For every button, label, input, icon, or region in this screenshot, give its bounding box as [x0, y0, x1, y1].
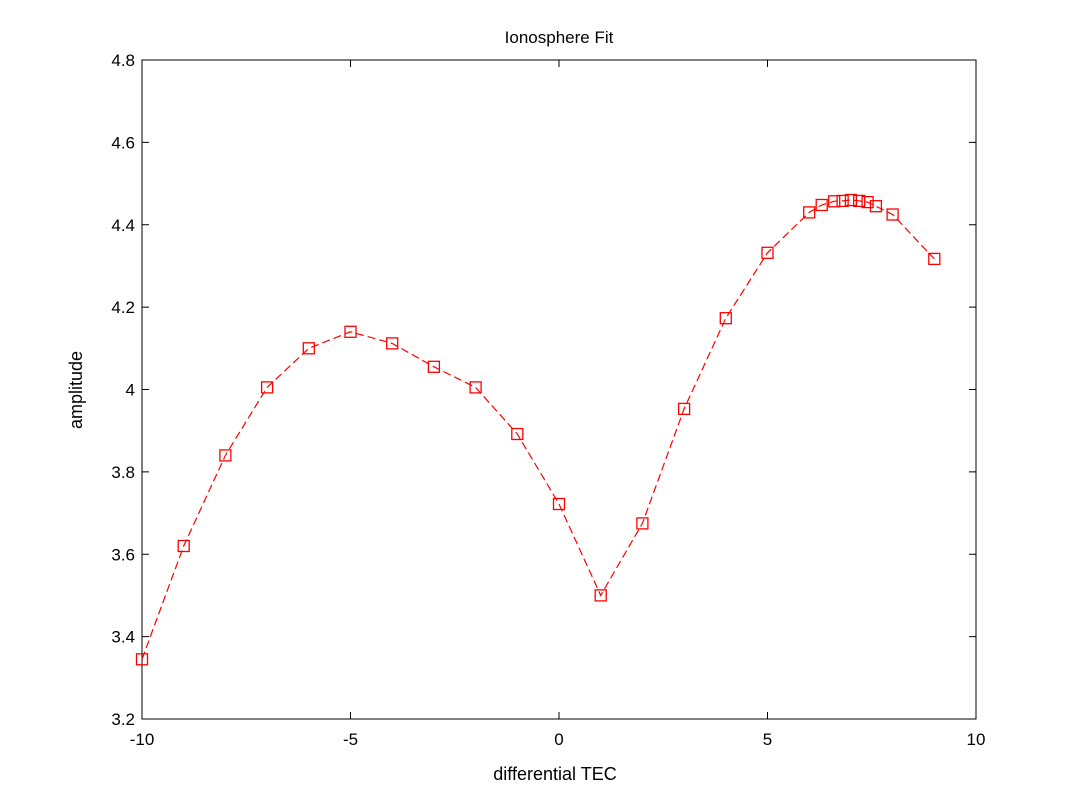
data-point: [836, 194, 849, 208]
x-tick-label: -5: [343, 730, 358, 749]
y-tick-label: 3.8: [111, 463, 135, 482]
data-point: [803, 206, 816, 219]
chart-title: Ionosphere Fit: [505, 28, 614, 47]
y-tick-label: 3.2: [111, 710, 135, 729]
plot-area: [141, 59, 977, 720]
data-point: [219, 449, 232, 462]
data-point: [260, 381, 274, 394]
data-point: [844, 193, 858, 207]
data-point: [853, 194, 866, 208]
data-point: [886, 208, 899, 221]
data-point: [719, 312, 732, 325]
data-point: [594, 589, 607, 602]
y-tick-label: 4.4: [111, 216, 135, 235]
data-point: [469, 381, 482, 394]
y-tick-label: 3.6: [111, 545, 135, 564]
data-point: [511, 427, 524, 441]
data-point: [815, 198, 828, 212]
y-ticks: 3.2 3.4 3.6 3.8 4 4.2 4.4 4.6 4.8: [111, 51, 976, 729]
x-tick-label: -10: [130, 730, 155, 749]
data-point: [552, 497, 566, 511]
data-point: [869, 200, 883, 213]
data-point: [135, 653, 149, 666]
x-tick-label: 5: [763, 730, 772, 749]
y-axis-label: amplitude: [66, 351, 86, 429]
data-point: [677, 402, 691, 416]
data-point: [427, 360, 441, 373]
data-point: [928, 252, 941, 266]
y-tick-label: 4.8: [111, 51, 135, 70]
y-tick-label: 4.6: [111, 133, 135, 152]
data-point: [302, 342, 315, 355]
x-axis-label: differential TEC: [493, 764, 616, 784]
data-point: [177, 539, 190, 553]
series-group: [135, 193, 941, 666]
x-tick-label: 10: [967, 730, 986, 749]
data-point: [344, 325, 357, 338]
data-point: [828, 195, 841, 208]
x-ticks: -10 -5 0 5 10: [130, 60, 986, 749]
x-tick-label: 0: [554, 730, 563, 749]
y-tick-label: 3.4: [111, 628, 135, 647]
y-tick-label: 4: [126, 381, 135, 400]
y-tick-label: 4.2: [111, 298, 135, 317]
data-point: [761, 246, 774, 259]
data-point: [636, 517, 649, 530]
data-point: [386, 337, 399, 350]
data-point: [861, 195, 874, 209]
series-line: [141, 199, 935, 660]
